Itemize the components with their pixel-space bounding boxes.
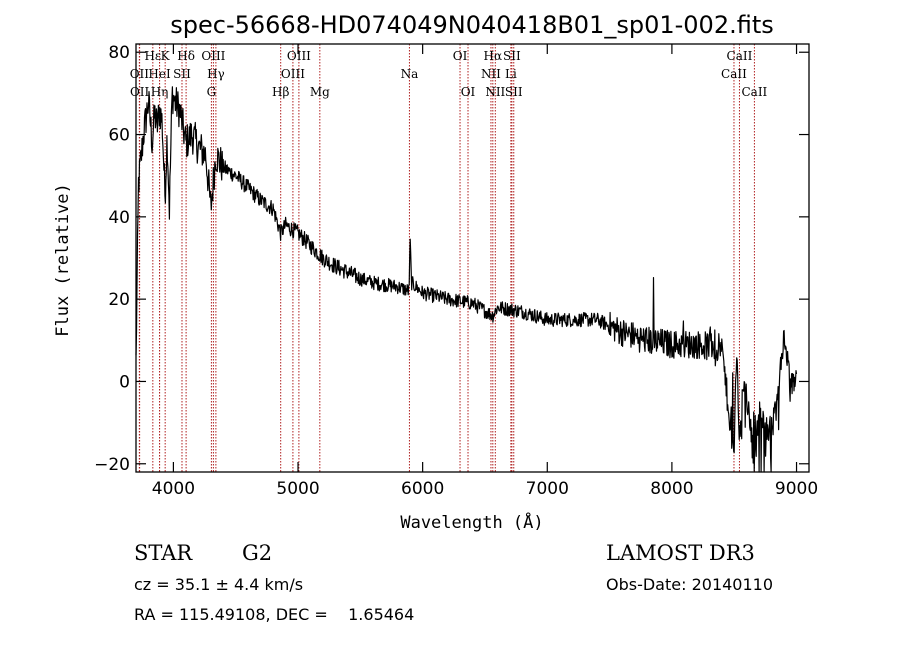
y-axis-label: Flux (relative) <box>53 183 73 337</box>
spectral-line-label: Mg <box>310 85 330 99</box>
spectral-line-label: OII <box>130 85 150 99</box>
spectral-line-label: CaII <box>721 67 747 81</box>
spectral-line-label: Hγ <box>207 67 225 81</box>
y-tick-label: 0 <box>119 372 130 392</box>
spectral-line-label: Hα <box>484 49 503 63</box>
spectral-line-label: Na <box>401 67 419 81</box>
spectral-line-label: Li <box>505 67 517 81</box>
chart-title: spec-56668-HD074049N040418B01_sp01-002.f… <box>170 11 774 39</box>
spectral-line-label: OI <box>461 85 476 99</box>
spectral-line-label: G <box>207 85 217 99</box>
spectrum-series <box>135 86 798 473</box>
spectral-line-label: Hε <box>144 49 161 63</box>
x-tick-label: 4000 <box>152 479 195 499</box>
object-class: STAR <box>134 541 193 565</box>
spectral-line-label: NII <box>485 85 505 99</box>
spectral-line-label: SII <box>503 49 521 63</box>
x-tick-label: 7000 <box>526 479 569 499</box>
survey-name: LAMOST DR3 <box>606 541 755 565</box>
obs-date: Obs-Date: 20140110 <box>606 575 773 594</box>
x-tick-label: 6000 <box>401 479 444 499</box>
spectral-line-label: Hη <box>151 85 169 99</box>
y-tick-label: 80 <box>108 43 130 63</box>
plot-frame <box>135 43 810 473</box>
spectral-subclass: G2 <box>242 541 272 565</box>
spectral-line-label: CaII <box>727 49 753 63</box>
y-axis-ticks: −20 0 20 40 60 80 <box>94 43 809 475</box>
spectral-line-label: CaII <box>741 85 767 99</box>
y-tick-label: −20 <box>94 455 130 475</box>
spectral-line-label: HeI <box>148 67 171 81</box>
redshift-info: cz = 35.1 ± 4.4 km/s <box>134 575 303 594</box>
x-tick-label: 9000 <box>775 479 818 499</box>
spectral-line-label: OIII <box>281 67 305 81</box>
spectral-line-label: K <box>161 49 171 63</box>
coordinates: RA = 115.49108, DEC = 1.65464 <box>134 605 414 624</box>
y-tick-label: 60 <box>108 126 130 146</box>
spectral-line-label: Hδ <box>177 49 195 63</box>
spectral-line-label: SII <box>173 67 191 81</box>
spectral-line-label: OI <box>453 49 468 63</box>
y-tick-label: 40 <box>108 208 130 228</box>
spectral-line-label: Hβ <box>272 85 289 99</box>
x-axis-label: Wavelength (Å) <box>400 511 543 533</box>
spectral-line-label: NII <box>481 67 501 81</box>
x-tick-label: 8000 <box>650 479 693 499</box>
spectral-line-label: OIII <box>201 49 225 63</box>
y-tick-label: 20 <box>108 290 130 310</box>
spectral-line-label: OIII <box>287 49 311 63</box>
x-axis-ticks: 4000 5000 6000 7000 8000 9000 <box>152 44 818 499</box>
spectral-line-label: OII <box>130 67 150 81</box>
spectral-line-label: SII <box>505 85 523 99</box>
spectral-line-markers <box>138 44 755 472</box>
x-tick-label: 5000 <box>276 479 319 499</box>
